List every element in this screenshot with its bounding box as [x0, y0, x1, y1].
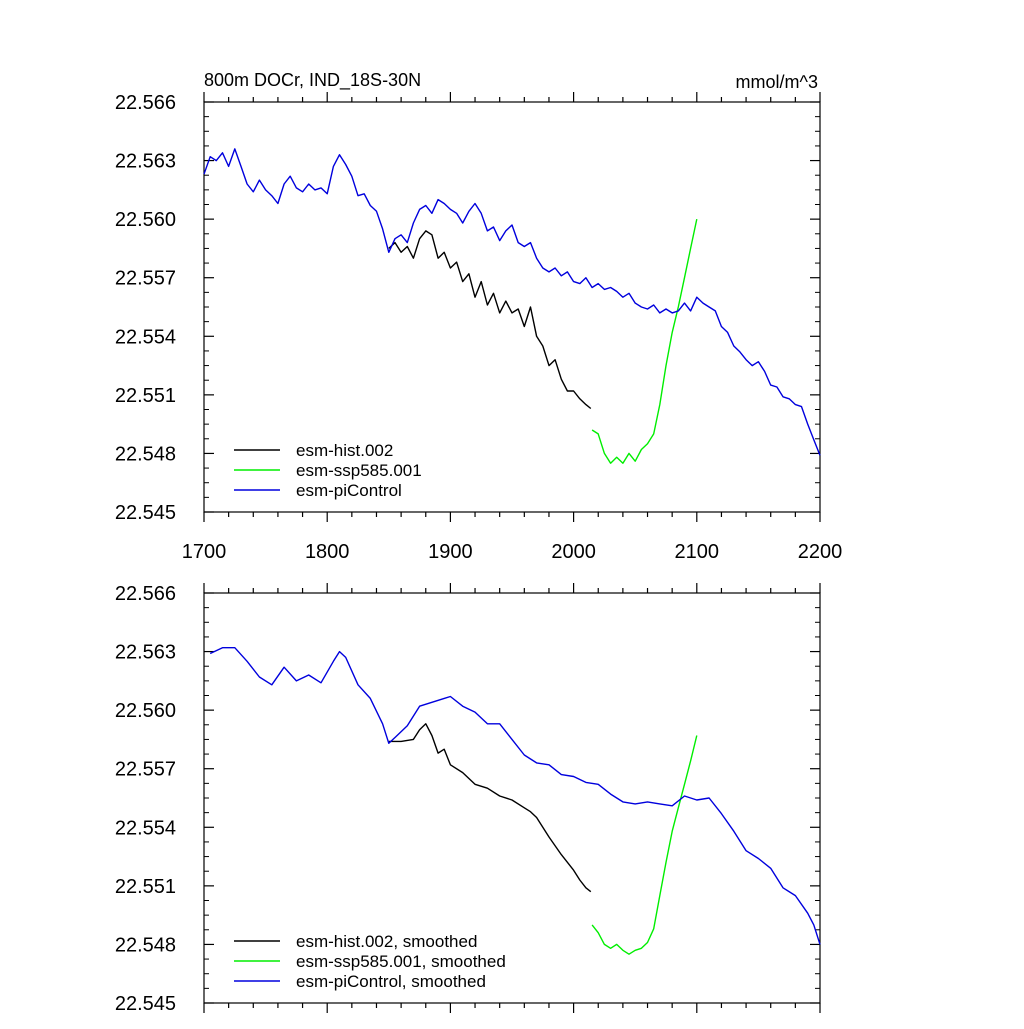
- series-line-1: [388, 230, 592, 410]
- y-tick-label: 22.554: [115, 326, 176, 348]
- y-tick-label: 22.551: [115, 876, 176, 898]
- x-tick-label: 1700: [182, 541, 227, 563]
- units-label: mmol/m^3: [736, 72, 818, 92]
- y-tick-label: 22.563: [115, 642, 176, 664]
- x-tick-label: 1900: [428, 541, 473, 563]
- x-tick-label: 1800: [305, 541, 350, 563]
- legend-entry: esm-piControl: [296, 481, 402, 500]
- series-line-3: [203, 148, 821, 456]
- y-tick-label: 22.563: [115, 151, 176, 173]
- y-tick-label: 22.557: [115, 268, 176, 290]
- series-line-2: [591, 735, 698, 955]
- legend-entry: esm-ssp585.001: [296, 461, 422, 480]
- chart-title: 800m DOCr, IND_18S-30N: [204, 70, 421, 91]
- legend-entry: esm-ssp585.001, smoothed: [296, 952, 506, 971]
- y-tick-label: 22.566: [115, 92, 176, 114]
- y-tick-label: 22.548: [115, 934, 176, 956]
- x-tick-label: 2000: [551, 541, 596, 563]
- y-tick-label: 22.560: [115, 209, 176, 231]
- y-tick-label: 22.557: [115, 759, 176, 781]
- y-tick-label: 22.545: [115, 502, 176, 524]
- series-line-2: [591, 218, 698, 464]
- x-tick-label: 2100: [675, 541, 720, 563]
- y-tick-label: 22.548: [115, 443, 176, 465]
- y-tick-label: 22.551: [115, 385, 176, 407]
- y-tick-label: 22.545: [115, 993, 176, 1015]
- x-tick-label: 2200: [798, 541, 843, 563]
- y-tick-label: 22.566: [115, 583, 176, 605]
- y-tick-label: 22.560: [115, 700, 176, 722]
- legend-entry: esm-hist.002: [296, 441, 393, 460]
- series-line-1: [388, 723, 592, 893]
- chart-panel-2: 22.545 22.548 22.551 22.554 22.557 22.560 22.5…: [115, 583, 821, 1015]
- legend-entry: esm-piControl, smoothed: [296, 972, 486, 991]
- legend-entry: esm-hist.002, smoothed: [296, 932, 477, 951]
- y-tick-label: 22.554: [115, 817, 176, 839]
- chart-panel-1: 22.545 22.548 22.551 22.554 22.557 22.560 22.5…: [115, 70, 842, 563]
- series-line-3: [209, 647, 821, 945]
